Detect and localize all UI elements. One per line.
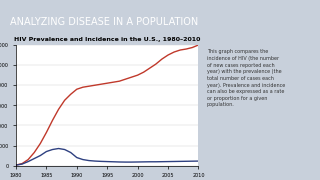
Title: HIV Prevalence and Incidence in the U.S., 1980–2010: HIV Prevalence and Incidence in the U.S.… — [14, 37, 200, 42]
Text: ANALYZING DISEASE IN A POPULATION: ANALYZING DISEASE IN A POPULATION — [10, 17, 198, 27]
Text: This graph compares the
incidence of HIV (the number
of new cases reported each
: This graph compares the incidence of HIV… — [207, 50, 285, 107]
